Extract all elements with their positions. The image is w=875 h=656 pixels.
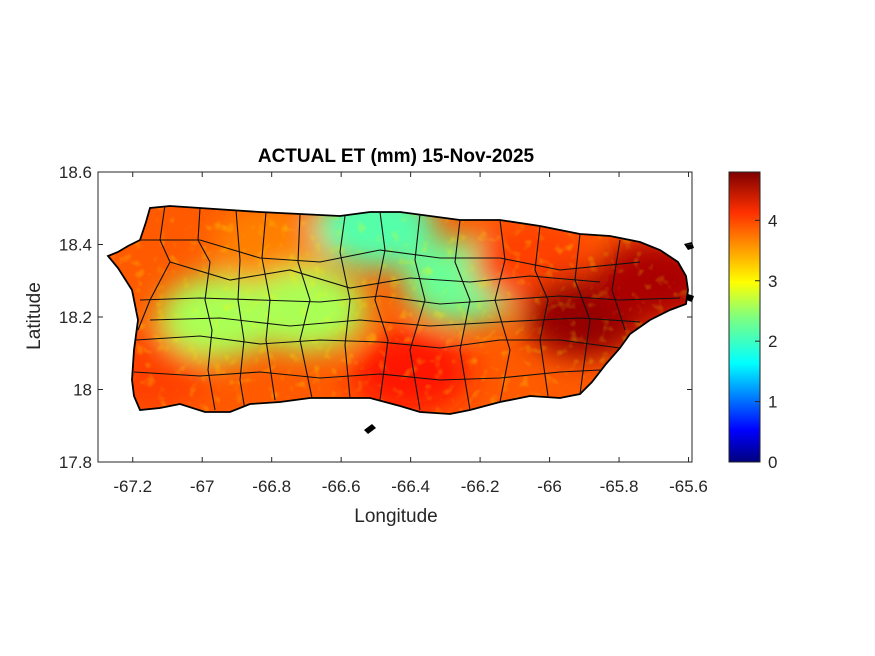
x-tick-label: -66.2	[461, 477, 500, 496]
y-axis: 17.8 18 18.2 18.4 18.6	[59, 163, 692, 472]
y-tick-label: 17.8	[59, 453, 92, 472]
x-tick-label: -65.8	[600, 477, 639, 496]
x-tick-label: -66	[537, 477, 562, 496]
island-caja-de-muertos	[364, 424, 376, 434]
colorbar-ticks: 0 1 2 3 4	[755, 211, 777, 472]
island-east-cays	[686, 294, 694, 302]
coastline	[106, 205, 689, 415]
y-tick-label: 18.6	[59, 163, 92, 182]
x-axis: -67.2 -67 -66.8 -66.6 -66.4 -66.2 -66 -65.8 -65.…	[113, 172, 708, 496]
colorbar-tick-label: 4	[768, 211, 777, 230]
municipality-boundaries	[133, 206, 681, 411]
y-tick-label: 18.4	[59, 236, 92, 255]
colorbar-tick-label: 2	[768, 332, 777, 351]
y-axis-label: Latitude	[24, 282, 45, 350]
x-tick-label: -66.4	[391, 477, 430, 496]
y-tick-label: 18	[73, 381, 92, 400]
y-tick-label: 18.2	[59, 308, 92, 327]
colorbar-tick-label: 0	[768, 453, 777, 472]
colorbar	[728, 171, 761, 463]
et-heat-field	[108, 206, 688, 414]
x-tick-label: -65.6	[669, 477, 708, 496]
colorbar-tick-label: 3	[768, 272, 777, 291]
chart-title: ACTUAL ET (mm) 15-Nov-2025	[258, 146, 535, 167]
x-tick-label: -67.2	[113, 477, 152, 496]
x-axis-label: Longitude	[354, 506, 437, 527]
colorbar-tick-label: 1	[768, 393, 777, 412]
x-tick-label: -67	[190, 477, 215, 496]
x-tick-label: -66.6	[322, 477, 361, 496]
x-tick-label: -66.8	[252, 477, 291, 496]
